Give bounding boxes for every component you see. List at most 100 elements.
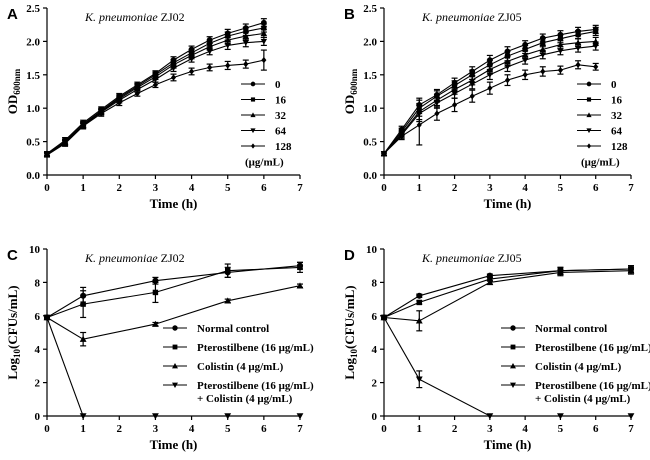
y-axis-label-main: OD [5,95,20,115]
x-tick-label: 4 [189,182,195,194]
x-tick-label: 7 [297,182,303,194]
y-tick-label: 0 [35,411,41,423]
chart-title-strain: ZJ05 [495,10,522,24]
data-point [206,48,213,55]
legend-marker [250,143,256,149]
series-line [46,265,301,318]
y-tick-label: 2 [372,378,378,390]
panel-label: D [344,247,355,264]
x-tick-label: 5 [225,182,231,194]
legend-marker [510,363,516,369]
y-tick-label: 4 [35,344,41,356]
x-tick-label: 4 [522,182,528,194]
legend-marker [250,81,256,87]
chart-title: K. pneumoniae ZJ02 [84,10,185,24]
data-point [557,413,564,420]
data-point [242,32,249,39]
data-point [557,48,564,54]
data-point [152,81,158,89]
series-D-3 [380,314,635,420]
chart-title: K. pneumoniae ZJ05 [421,10,522,24]
data-point [504,76,511,84]
y-axis-label-main: OD [342,95,357,115]
series-A-2 [43,28,268,157]
chart-title: K. pneumoniae ZJ02 [84,251,185,265]
panel-label: B [344,6,355,23]
legend-marker [172,325,178,331]
data-point [296,413,304,420]
data-point [540,40,546,46]
panel-label: A [7,6,18,23]
x-tick-label: 1 [80,423,86,435]
x-tick-label: 6 [261,182,267,194]
data-point [224,267,231,274]
x-tick-label: 1 [417,423,423,435]
x-tick-label: 5 [558,423,564,435]
series-A-4 [44,49,267,159]
chart-title-strain: ZJ02 [158,10,185,24]
data-point [575,61,581,68]
data-point [296,282,304,289]
data-point [469,72,475,78]
legend-marker [250,112,256,118]
legend-entry: 64 [275,126,287,138]
series-line [46,27,265,155]
data-point [380,314,388,321]
data-point [574,45,582,52]
data-point [297,264,303,271]
data-point [224,297,232,304]
data-point [242,40,249,46]
chart-title-organism: K. pneumoniae [421,251,495,265]
x-tick-label: 7 [628,182,634,194]
series-line [46,266,301,319]
x-tick-label: 4 [189,423,195,435]
x-tick-label: 6 [261,423,267,435]
y-axis-label-subscript: 600nm [349,68,359,95]
legend-entry: 32 [611,110,623,122]
data-point [504,64,511,70]
legend-entry: Pterostilbene (16 μg/mL) [197,380,314,392]
series-line [46,32,264,155]
data-point [627,413,635,420]
series-D-2 [380,266,635,332]
x-tick-label: 1 [80,182,86,194]
panel-B: B 0 1 2 3 4 5 6 7 0.0 0.5 1.0 1.5 2.0 2.5 Time (h) OD600… [342,3,634,211]
data-point [415,317,423,324]
legend-marker [586,128,592,134]
x-tick-label: 2 [117,423,123,435]
legend: 0 16 32 64 128 (μg/mL) [241,79,292,169]
legend: Normal control Pterostilbene (16 μg/mL) Co… [163,323,314,405]
x-tick-label: 0 [44,182,50,194]
y-axis-label: Log10(CFUs/mL) [5,285,22,379]
legend-marker [586,112,592,118]
x-tick-label: 3 [487,182,493,194]
y-tick-label: 0.5 [363,137,377,149]
y-tick-label: 0.5 [26,137,40,149]
legend-entry: Colistin (4 μg/mL) [535,361,622,373]
data-point [79,335,87,342]
series-line [46,40,264,156]
data-point [225,62,231,69]
data-point [224,413,232,420]
data-point [557,66,563,74]
x-tick-label: 5 [225,423,231,435]
y-axis-label: Log10(CFUs/mL) [342,285,359,379]
data-point [469,81,476,88]
y-axis-label-subscript: 10 [349,348,359,358]
data-point [452,101,458,109]
data-point [43,314,51,321]
legend-marker [172,382,178,388]
y-tick-label: 0.0 [26,170,40,182]
series-C-3 [43,314,304,420]
y-tick-label: 2.5 [26,3,40,15]
legend-marker [586,81,592,87]
chart-title-organism: K. pneumoniae [84,251,158,265]
x-tick-label: 2 [452,423,458,435]
data-point [487,84,493,92]
legend-marker [172,363,178,369]
x-axis-label: Time (h) [484,437,532,452]
data-point [170,74,177,81]
data-point [80,123,86,130]
legend-marker [250,128,256,134]
